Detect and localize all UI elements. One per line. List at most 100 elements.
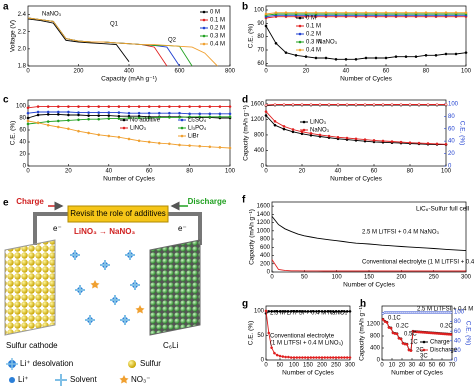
data-point: [77, 129, 80, 133]
data-point: [157, 116, 161, 119]
data-point: [97, 105, 101, 108]
data-point: [97, 111, 101, 114]
data-point: [273, 351, 276, 355]
y-tick-label: 1400: [257, 212, 271, 218]
legend-label: Solvent: [70, 375, 97, 384]
data-point: [36, 121, 40, 125]
data-point: [267, 331, 271, 335]
y-tick-label: 0: [261, 164, 265, 170]
x-axis-label: Capacity (mAh g⁻¹): [101, 76, 157, 83]
x-tick-label: 100: [461, 69, 472, 75]
annotation: Conventional electrolyte (1 M LiTFSI + 0…: [362, 260, 474, 266]
data-point: [324, 11, 328, 15]
data-point: [295, 310, 299, 313]
y-axis-label: C.E. (%): [10, 121, 17, 146]
x-tick-label: 0: [380, 363, 384, 369]
legend-label: NO₃⁻: [131, 375, 150, 384]
x-tick-label: 40: [335, 169, 342, 175]
data-point: [329, 356, 332, 359]
y-tick-label: 1200: [251, 117, 265, 123]
legend-label: 0.2 M: [306, 32, 321, 38]
data-point: [306, 356, 310, 359]
legend-marker: [298, 48, 302, 52]
data-point: [404, 11, 408, 15]
data-point: [343, 356, 346, 359]
data-point: [317, 356, 321, 359]
data-point: [464, 11, 468, 15]
legend-label: 0.1 M: [210, 18, 225, 24]
data-point: [127, 111, 131, 115]
data-point: [147, 140, 151, 144]
data-point: [178, 105, 181, 108]
y-tick-label: 800: [370, 334, 381, 340]
data-point: [267, 310, 271, 313]
data-point: [326, 310, 329, 313]
data-point: [56, 105, 60, 108]
annotation: 2.5 M LiTFSI + 0.4 M NaNO₃: [362, 230, 440, 236]
panel-label: h: [360, 299, 366, 310]
y-tick-label: 1600: [251, 101, 265, 107]
data-point: [273, 120, 277, 123]
data-point: [294, 11, 298, 15]
legend-marker: [422, 340, 426, 344]
data-point: [46, 110, 50, 114]
data-point: [449, 311, 453, 314]
data-point: [354, 57, 358, 61]
data-point: [318, 103, 322, 106]
data-point: [282, 103, 286, 106]
data-point: [56, 125, 60, 129]
data-point: [97, 114, 101, 117]
data-point: [314, 56, 318, 60]
data-point: [343, 310, 346, 313]
x-axis-label: Number of Cycles: [391, 370, 443, 377]
y-tick-label: 1200: [257, 220, 271, 226]
annotation: (1 M LiTFSI + 0.4 M LiNO₃): [270, 341, 343, 347]
data-point: [292, 310, 296, 313]
data-point: [390, 103, 394, 106]
data-point: [56, 113, 60, 116]
data-point: [444, 52, 448, 56]
data-point: [424, 11, 428, 15]
y-tick-label: 100: [16, 104, 27, 110]
x-tick-label: 80: [423, 69, 430, 75]
annotation: 1C: [410, 340, 418, 346]
data-point: [344, 57, 348, 61]
data-point: [454, 52, 458, 56]
x-tick-label: 250: [331, 363, 342, 369]
data-point: [399, 140, 403, 144]
data-point: [300, 130, 304, 134]
data-point: [278, 354, 282, 358]
x-axis-label: Number of Cycles: [282, 370, 334, 377]
data-point: [137, 105, 141, 108]
data-point: [36, 105, 40, 108]
data-point: [289, 310, 293, 313]
data-point: [303, 310, 307, 313]
data-point: [157, 105, 161, 108]
box-label: Revisit the role of additives: [70, 209, 166, 218]
y-tick-label: 2.4: [18, 12, 27, 18]
y-tick-label: 60: [19, 128, 26, 134]
y-tick-label: 50: [257, 333, 264, 339]
x-tick-label: 600: [174, 69, 185, 75]
data-point: [312, 356, 315, 359]
y-tick-label: 40: [19, 140, 26, 146]
data-point: [348, 310, 352, 313]
plot-frame: [381, 305, 453, 361]
data-point: [345, 136, 349, 140]
x-tick-label: 0: [270, 275, 274, 281]
x-tick-label: 200: [73, 69, 84, 75]
y2-tick-label: 60: [448, 126, 455, 132]
data-point: [287, 310, 290, 313]
data-point: [331, 310, 335, 313]
data-point: [301, 356, 304, 359]
data-point: [228, 115, 232, 119]
y-tick-label: 400: [370, 346, 381, 352]
data-point: [188, 105, 191, 108]
x-tick-label: 70: [449, 363, 456, 369]
data-point: [291, 128, 295, 131]
data-point: [77, 111, 80, 114]
x-tick-label: 0: [264, 169, 268, 175]
data-point: [320, 310, 324, 313]
y-axis-label: C.E. (%): [248, 321, 255, 346]
